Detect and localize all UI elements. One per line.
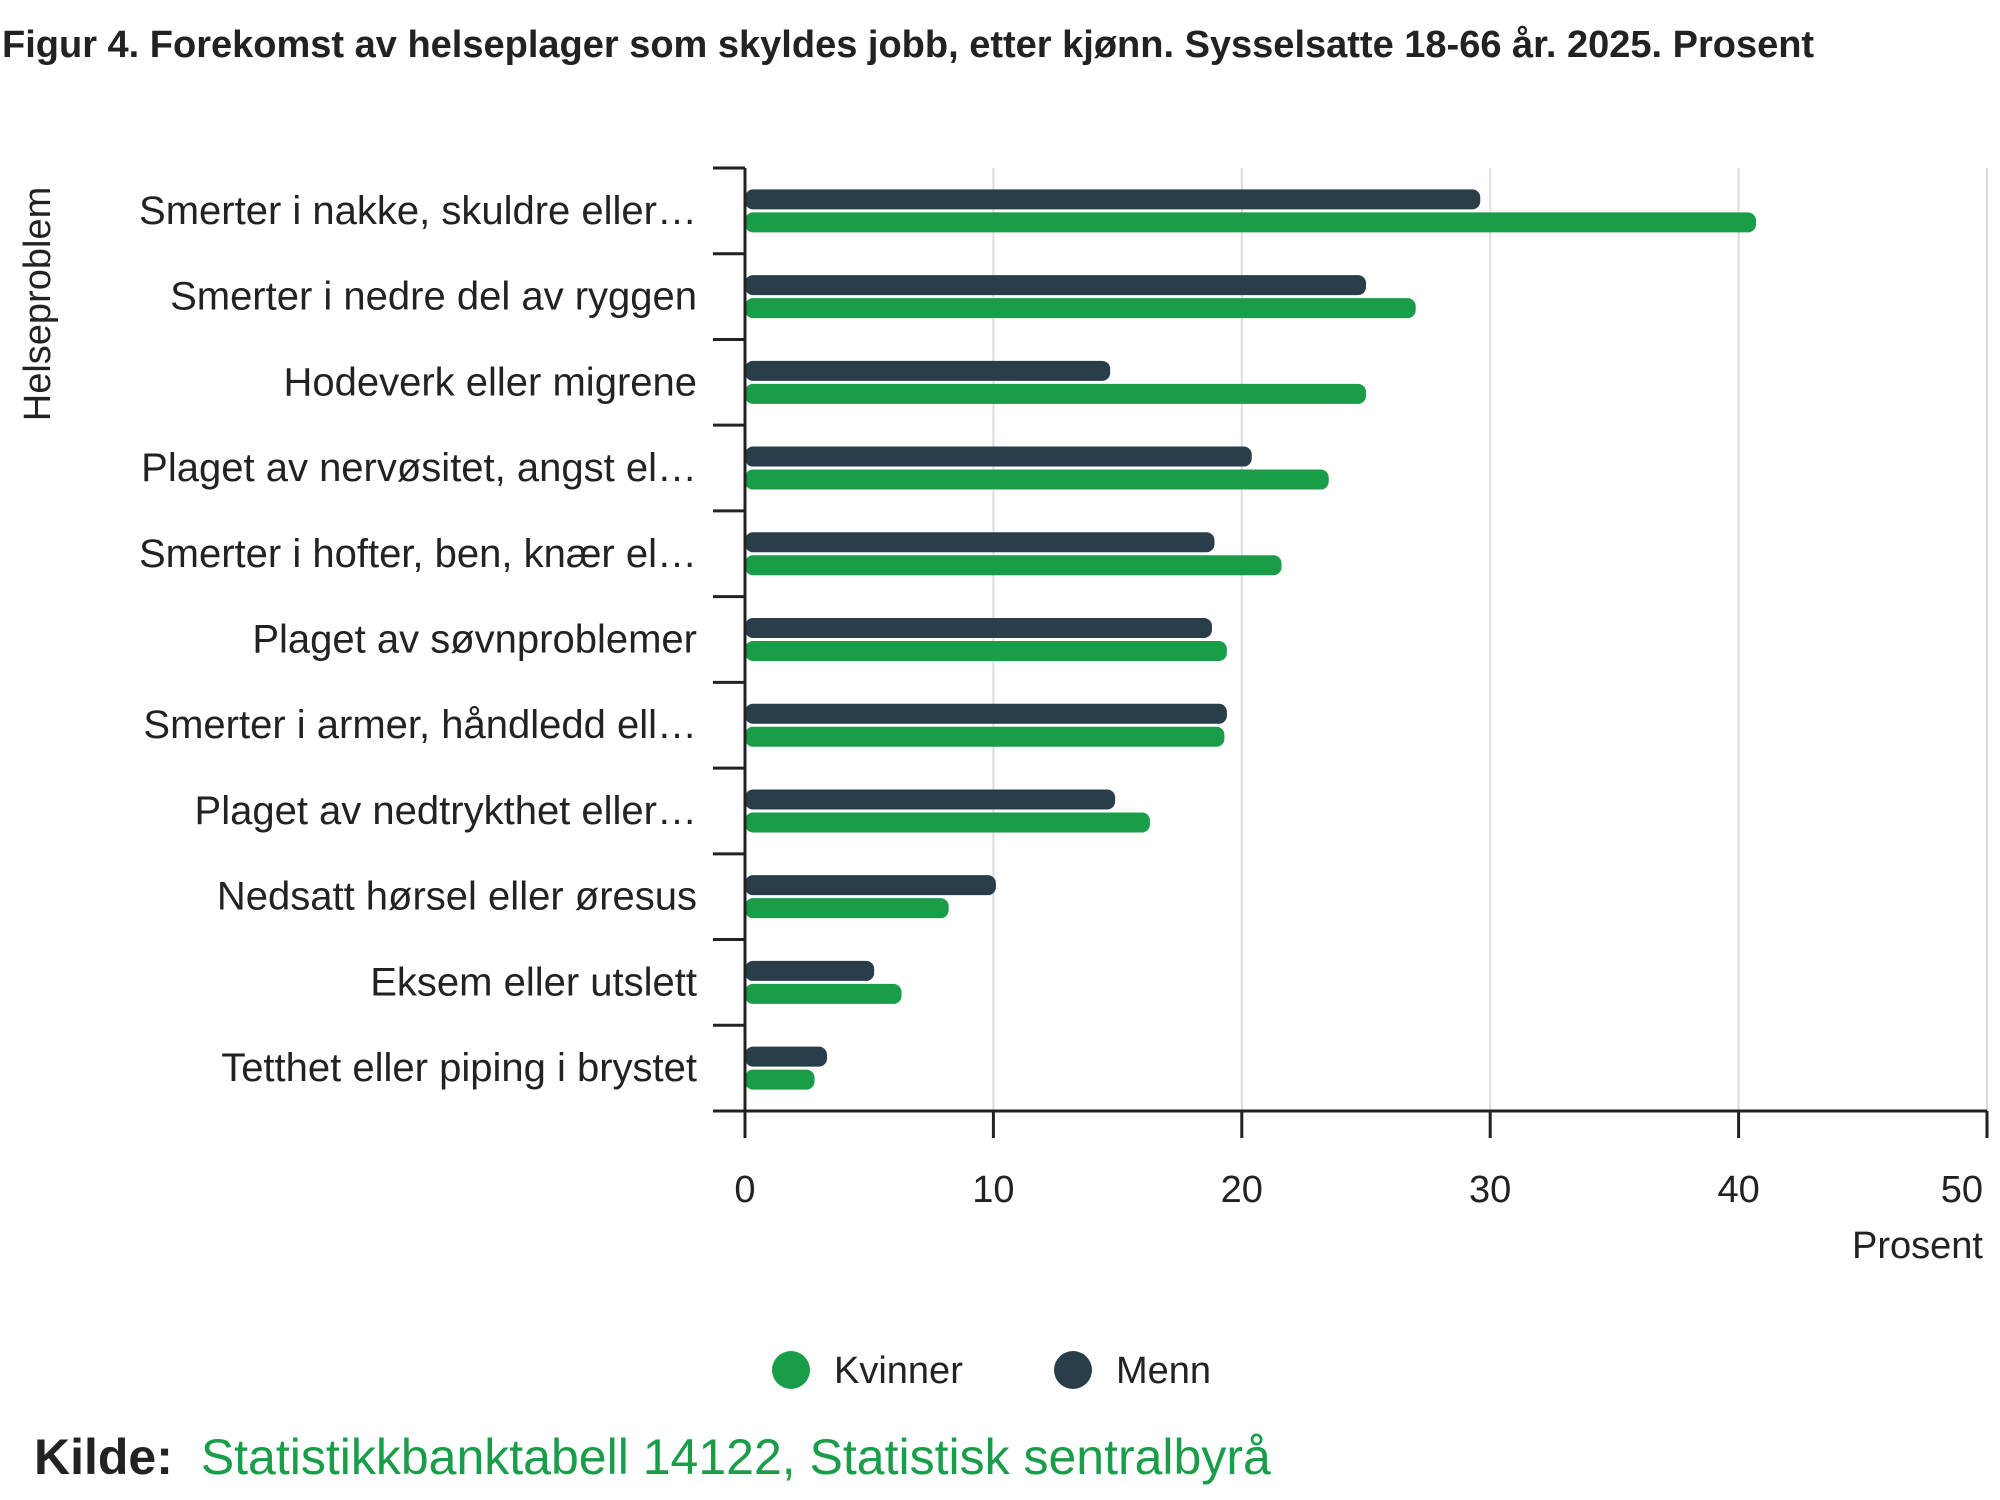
category-label: Plaget av nedtrykthet eller…	[195, 789, 697, 833]
category-label: Plaget av søvnproblemer	[252, 618, 697, 662]
source-link[interactable]: Statistikkbanktabell 14122, Statistisk s…	[201, 1429, 1271, 1485]
x-tick-label: 10	[972, 1169, 1014, 1211]
category-label: Tetthet eller piping i brystet	[221, 1046, 697, 1090]
source-line: Kilde: Statistikkbanktabell 14122, Stati…	[34, 1429, 1271, 1485]
category-label: Smerter i hofter, ben, knær el…	[139, 532, 697, 576]
bar-kvinner	[745, 298, 1416, 319]
bar-menn	[745, 446, 1252, 467]
bar-menn	[745, 618, 1212, 638]
x-tick-label: 0	[734, 1169, 755, 1211]
x-tick-label: 50	[1941, 1169, 1983, 1211]
category-label: Smerter i nedre del av ryggen	[170, 275, 697, 319]
category-label: Smerter i armer, håndledd ell…	[143, 703, 697, 747]
chart-title: Figur 4. Forekomst av helseplager som sk…	[2, 24, 1814, 66]
legend: Kvinner Menn	[772, 1350, 1211, 1392]
legend-marker[interactable]	[772, 1351, 810, 1389]
category-label: Hodeverk eller migrene	[283, 360, 697, 404]
bar-menn	[745, 275, 1366, 296]
y-axis-title: Helseproblem	[17, 187, 59, 421]
x-tick-label: 20	[1221, 1169, 1263, 1211]
bars	[745, 189, 1756, 1090]
bar-menn	[745, 360, 1111, 381]
legend-label[interactable]: Kvinner	[834, 1350, 963, 1392]
bar-menn	[745, 703, 1227, 724]
bar-kvinner	[745, 383, 1366, 404]
bar-menn	[745, 532, 1215, 553]
bar-menn	[745, 189, 1481, 210]
category-label: Smerter i nakke, skuldre eller…	[139, 189, 697, 233]
bar-kvinner	[745, 641, 1227, 661]
x-tick-label: 30	[1469, 1169, 1511, 1211]
legend-label[interactable]: Menn	[1116, 1350, 1211, 1392]
bar-menn	[745, 789, 1116, 810]
axes	[713, 166, 1989, 1138]
bar-kvinner	[745, 1069, 815, 1090]
bar-kvinner	[745, 726, 1225, 747]
bar-kvinner	[745, 983, 902, 1004]
bar-menn	[745, 1046, 827, 1067]
category-label: Nedsatt hørsel eller øresus	[217, 875, 697, 919]
bar-kvinner	[745, 898, 949, 919]
bar-kvinner	[745, 812, 1150, 833]
legend-marker[interactable]	[1054, 1351, 1092, 1389]
bar-menn	[745, 875, 996, 896]
bar-kvinner	[745, 212, 1756, 233]
category-label: Plaget av nervøsitet, angst el…	[141, 446, 697, 490]
x-tick-label: 40	[1717, 1169, 1759, 1211]
bar-kvinner	[745, 469, 1329, 490]
bar-menn	[745, 960, 875, 981]
category-label: Eksem eller utslett	[370, 960, 697, 1004]
bar-kvinner	[745, 555, 1282, 576]
x-tick-labels: 0 10 20 30 40 50	[734, 1169, 1983, 1211]
source-label: Kilde:	[34, 1429, 173, 1485]
category-labels: Smerter i nakke, skuldre eller… Smerter i…	[139, 189, 697, 1090]
gridlines	[992, 168, 1988, 1111]
x-axis-title: Prosent	[1852, 1225, 1983, 1267]
